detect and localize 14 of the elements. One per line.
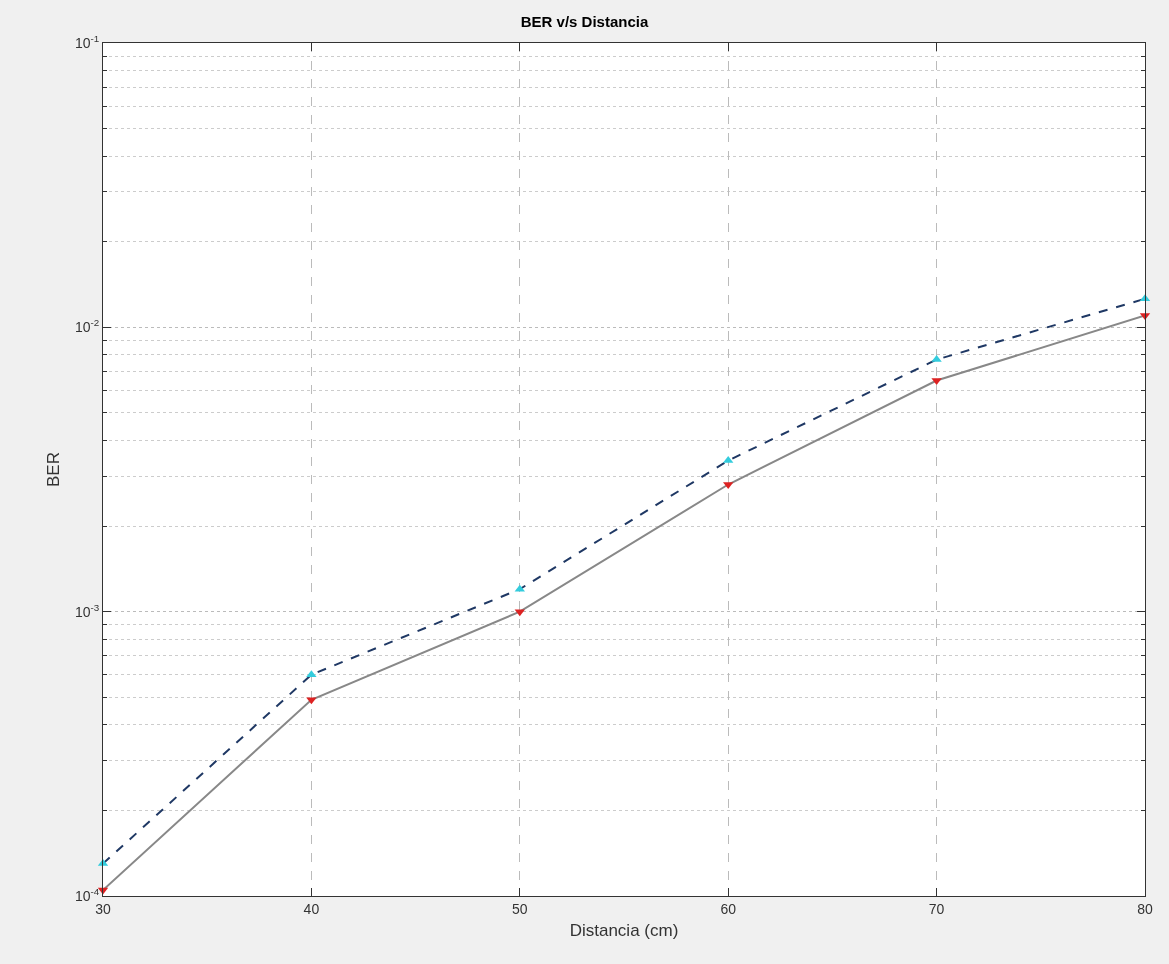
- x-tick-label: 70: [928, 900, 945, 917]
- y-axis-title: BER: [44, 452, 64, 487]
- point: [931, 378, 942, 386]
- x-tick-label: 80: [1137, 900, 1153, 917]
- x-tick-label: 50: [512, 900, 528, 917]
- y-tick-label: 10$^{-2}$: [74, 317, 100, 336]
- y-tick-label: 10$^{-3}$: [74, 601, 100, 620]
- point: [514, 609, 525, 617]
- chart-title: BER v/s Distancia: [520, 13, 649, 31]
- x-tick-label: 60: [720, 900, 737, 917]
- point: [723, 482, 734, 490]
- x-axis-title: Distancia (cm): [569, 921, 679, 941]
- y-tick-label: 10$^{-1}$: [74, 33, 100, 51]
- x-tick-label: 40: [303, 900, 320, 917]
